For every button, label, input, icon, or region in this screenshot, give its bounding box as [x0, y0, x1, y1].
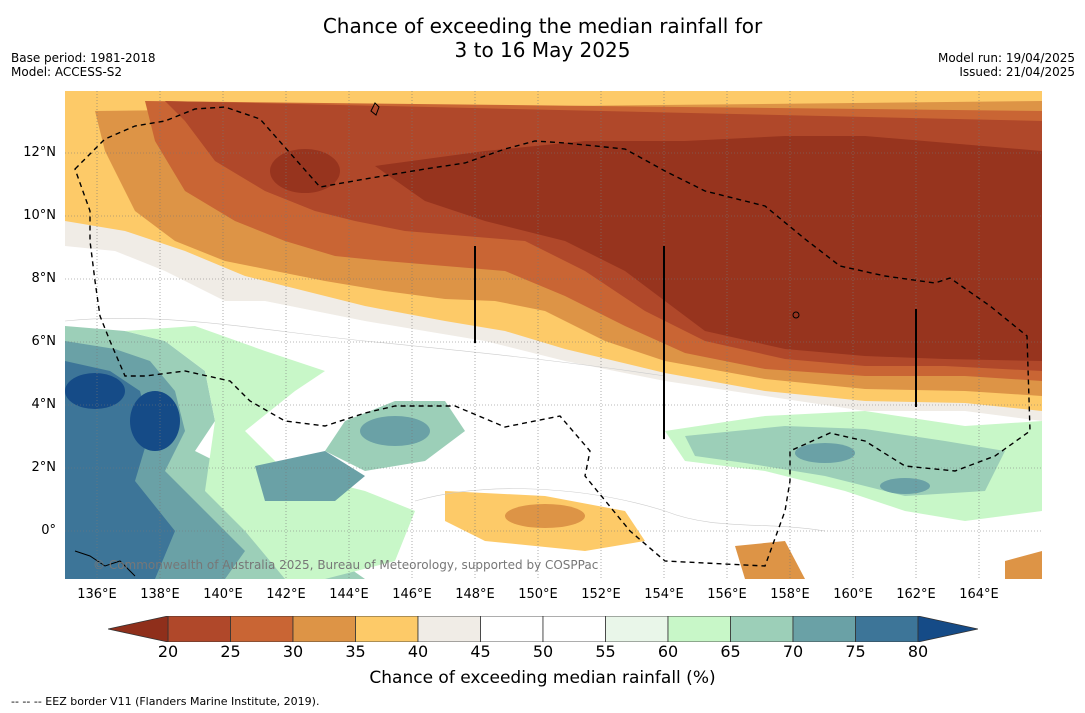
- region-teal-central-dark: [360, 416, 430, 446]
- island-pohnpei: [792, 311, 800, 319]
- base-period: Base period: 1981-2018: [11, 51, 156, 65]
- lat-label-12n: 12°N: [23, 145, 56, 160]
- region-orange-east-corner: [1005, 551, 1042, 579]
- colorbar-band-60: [667, 616, 731, 642]
- lon-label-136e: 136°E: [77, 587, 117, 602]
- lon-label-162e: 162°E: [896, 587, 936, 602]
- colorbar-tick-40: 40: [407, 642, 429, 661]
- title-line-1: Chance of exceeding the median rainfall …: [322, 14, 763, 38]
- colorbar-over-arrow: [917, 616, 978, 642]
- lon-label-142e: 142°E: [266, 587, 306, 602]
- lon-label-140e: 140°E: [203, 587, 243, 602]
- colorbar-tick-65: 65: [720, 642, 741, 661]
- colorbar-band-55: [605, 616, 669, 642]
- lon-label-144e: 144°E: [329, 587, 369, 602]
- lon-label-150e: 150°E: [518, 587, 558, 602]
- copyright-notice: © Commonwealth of Australia 2025, Bureau…: [93, 558, 599, 572]
- lon-label-152e: 152°E: [581, 587, 621, 602]
- lon-label-164e: 164°E: [959, 587, 999, 602]
- region-blue-west-dark: [65, 361, 175, 579]
- colorbar-label: Chance of exceeding median rainfall (%): [369, 668, 716, 688]
- colorbar-segments: [167, 616, 919, 642]
- contour-faint-2: [414, 488, 826, 532]
- lat-label-8n: 8°N: [31, 271, 57, 286]
- lon-label-158e: 158°E: [770, 587, 810, 602]
- region-dark-rust-north: [375, 136, 1042, 361]
- colorbar-tick-20: 20: [157, 642, 179, 661]
- region-blue-west-core-2: [130, 391, 180, 451]
- rainfall-map: © Commonwealth of Australia 2025, Bureau…: [65, 91, 1042, 579]
- colorbar-tick-80: 80: [907, 642, 929, 661]
- title-line-2: 3 to 16 May 2025: [454, 38, 631, 62]
- colorbar-band-50: [542, 616, 606, 642]
- eez-border: [74, 106, 1031, 567]
- region-teal-east: [685, 426, 1005, 496]
- region-teal-east-dark: [795, 443, 855, 463]
- colorbar-tick-45: 45: [470, 642, 491, 661]
- map-title: Chance of exceeding the median rainfall …: [0, 14, 1085, 62]
- colorbar-under-arrow: [108, 616, 169, 642]
- colorbar: [108, 616, 978, 642]
- lat-label-0: 0°: [41, 523, 56, 538]
- region-green-west: [125, 326, 415, 579]
- region-blue-west-core: [65, 373, 125, 409]
- island-guam: [370, 102, 380, 116]
- colorbar-tick-30: 30: [282, 642, 304, 661]
- colorbar-tick-70: 70: [782, 642, 804, 661]
- lat-label-2n: 2°N: [31, 460, 57, 475]
- eez-footnote: -- -- -- EEZ border V11 (Flanders Marine…: [11, 695, 320, 708]
- region-orange-south-core: [505, 504, 585, 528]
- colorbar-band-45: [480, 616, 544, 642]
- lon-label-146e: 146°E: [392, 587, 432, 602]
- lat-label-4n: 4°N: [31, 397, 57, 412]
- issued-date: Issued: 21/04/2025: [959, 65, 1075, 79]
- colorbar-band-20: [167, 616, 231, 642]
- map-canvas: [65, 91, 1042, 579]
- colorbar-tick-50: 50: [532, 642, 554, 661]
- colorbar-band-70: [792, 616, 856, 642]
- colorbar-band-35: [355, 616, 419, 642]
- metadata-left: Base period: 1981-2018 Model: ACCESS-S2: [11, 51, 156, 79]
- colorbar-tick-55: 55: [595, 642, 616, 661]
- colorbar-band-25: [230, 616, 294, 642]
- colorbar-band-75: [855, 616, 919, 642]
- lon-label-156e: 156°E: [707, 587, 747, 602]
- lon-label-138e: 138°E: [140, 587, 180, 602]
- colorbar-band-65: [730, 616, 794, 642]
- lon-label-160e: 160°E: [833, 587, 873, 602]
- lat-label-6n: 6°N: [31, 334, 57, 349]
- colorbar-tick-60: 60: [657, 642, 679, 661]
- colorbar-tick-25: 25: [220, 642, 241, 661]
- lon-label-148e: 148°E: [455, 587, 495, 602]
- contour-faint-1: [65, 318, 666, 377]
- model-name: Model: ACCESS-S2: [11, 65, 123, 79]
- island-png-coast: [74, 550, 136, 577]
- colorbar-tick-35: 35: [345, 642, 366, 661]
- colorbar-band-40: [417, 616, 481, 642]
- colorbar-tick-75: 75: [845, 642, 866, 661]
- lat-label-10n: 10°N: [23, 208, 56, 223]
- lon-label-154e: 154°E: [644, 587, 684, 602]
- region-teal-southwest: [255, 451, 365, 501]
- colorbar-band-30: [292, 616, 356, 642]
- region-orange-southeast: [735, 541, 805, 579]
- graticule: [65, 91, 1042, 579]
- model-run: Model run: 19/04/2025: [937, 51, 1075, 65]
- metadata-right: Model run: 19/04/2025 Issued: 21/04/2025: [938, 51, 1075, 79]
- region-teal-east-dark-2: [880, 478, 930, 494]
